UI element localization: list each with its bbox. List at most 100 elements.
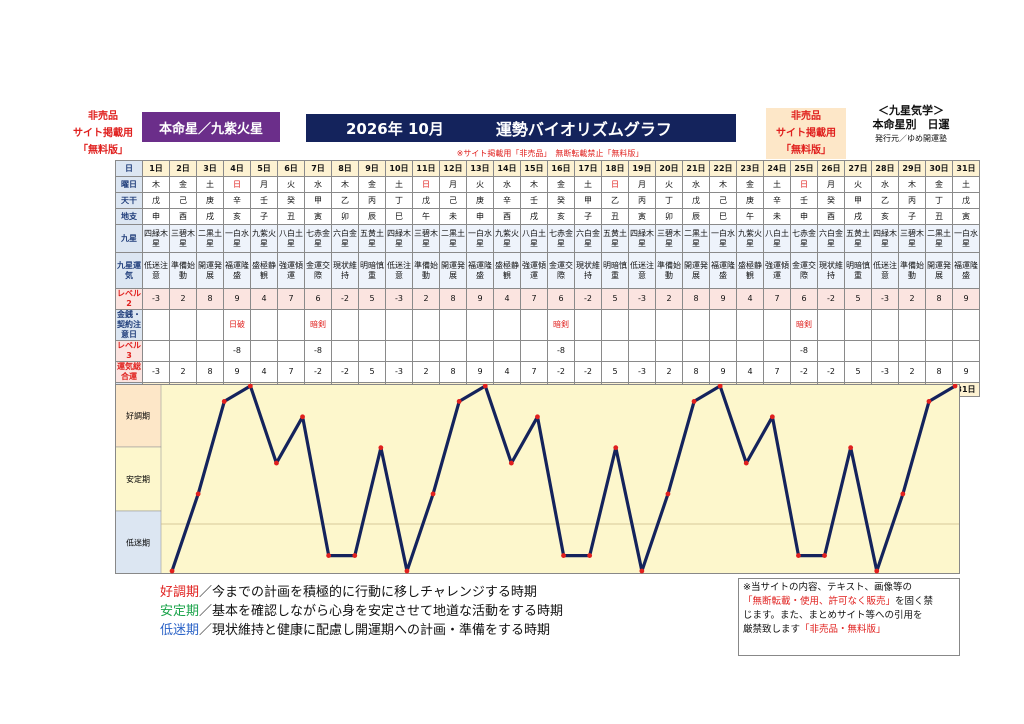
cell-level3-24 [763,340,791,362]
cell-money-17 [574,309,602,341]
cell-chishi-12: 未 [439,208,467,225]
cell-level3-13 [466,340,494,362]
cell-chishi-21: 辰 [682,208,710,225]
cell-money-6 [277,309,305,341]
data-point [639,568,645,574]
cell-days-22: 22日 [709,160,737,177]
cell-sogo-26: -2 [817,361,845,383]
cell-chishi-2: 酉 [169,208,197,225]
cell-chishi-4: 亥 [223,208,251,225]
zone-label: 安定期 [126,474,150,484]
cell-kyusei-4: 一白水星 [223,224,251,253]
cell-level3-21 [682,340,710,362]
cell-chishi-14: 酉 [493,208,521,225]
cell-level2-8: -2 [331,288,359,310]
legend-good-text: ／今までの計画を積極的に行動に移しチャレンジする時期 [199,585,537,600]
cell-level2-25: 6 [790,288,818,310]
cell-unki-16: 金運交際 [547,252,575,289]
cell-sogo-28: -3 [871,361,899,383]
cell-level2-21: 8 [682,288,710,310]
cell-days-17: 17日 [574,160,602,177]
data-point [691,399,697,404]
cell-money-5 [250,309,278,341]
cell-days-2: 2日 [169,160,197,177]
row-sogo: 運気総合運 -3 2 8 9 4 7 -2 -2 5 -3 2 8 9 4 7 -2 -2 5 -3 2 8 9 4 7 -2 -2… [115,361,980,383]
not-for-sale-badge-right: 非売品 サイト掲載用 「無料版」 [766,108,846,159]
data-point [247,384,253,389]
cell-level3-3 [196,340,224,362]
cell-level3-4: -8 [223,340,251,362]
kyusei-header: ＜九星気学＞ 本命星別 日運 発行元／ゆめ開運塾 [852,104,970,146]
cell-days-6: 6日 [277,160,305,177]
cell-level2-24: 7 [763,288,791,310]
data-point [926,399,932,404]
cell-unki-19: 低迷注意 [628,252,656,289]
cell-tenkan-26: 癸 [817,192,845,209]
cell-level3-27 [844,340,872,362]
badge-line: 「無料版」 [781,145,831,156]
cell-sogo-13: 9 [466,361,494,383]
cell-chishi-7: 寅 [304,208,332,225]
not-for-sale-badge-left: 非売品 サイト掲載用 「無料版」 [70,108,136,159]
cell-chishi-19: 寅 [628,208,656,225]
cell-level3-7: -8 [304,340,332,362]
cell-tenkan-17: 甲 [574,192,602,209]
data-point [874,568,880,574]
kyusei-sub: 本命星別 日運 [872,118,950,131]
cell-days-28: 28日 [871,160,899,177]
cell-money-15 [520,309,548,341]
cell-days-9: 9日 [358,160,386,177]
data-point [952,384,958,389]
data-point [535,414,540,420]
row-label: 地支 [115,208,143,225]
cell-chishi-5: 子 [250,208,278,225]
cell-kyusei-15: 八白土星 [520,224,548,253]
cell-unki-17: 現状維持 [574,252,602,289]
cell-sogo-27: 5 [844,361,872,383]
cell-days-29: 29日 [898,160,926,177]
cell-level2-29: 2 [898,288,926,310]
cell-unki-15: 強運傾運 [520,252,548,289]
cell-money-22 [709,309,737,341]
cell-weekday-21: 水 [682,176,710,193]
cell-money-3 [196,309,224,341]
cell-weekday-28: 水 [871,176,899,193]
cell-level2-23: 4 [736,288,764,310]
data-point [482,384,488,389]
cell-money-12 [439,309,467,341]
cell-chishi-13: 申 [466,208,494,225]
cell-level3-16: -8 [547,340,575,362]
legend-good: 好調期／今までの計画を積極的に行動に移しチャレンジする時期 [160,583,563,602]
cell-kyusei-26: 六白金星 [817,224,845,253]
data-point [587,553,593,558]
cell-unki-7: 金運交際 [304,252,332,289]
cell-kyusei-10: 四緑木星 [385,224,413,253]
cell-kyusei-6: 八白土星 [277,224,305,253]
copy-line: じます。また、まとめサイト等への引用を [743,610,923,621]
data-point [430,491,436,497]
cell-kyusei-25: 七赤金星 [790,224,818,253]
data-point [352,553,358,558]
cell-tenkan-27: 甲 [844,192,872,209]
cell-kyusei-1: 四緑木星 [142,224,170,253]
data-point [561,553,566,558]
cell-days-23: 23日 [736,160,764,177]
cell-kyusei-9: 五黄土星 [358,224,386,253]
cell-chishi-25: 申 [790,208,818,225]
cell-sogo-19: -3 [628,361,656,383]
cell-sogo-4: 9 [223,361,251,383]
cell-level2-27: 5 [844,288,872,310]
cell-money-16: 暗剣 [547,309,575,341]
cell-level3-2 [169,340,197,362]
cell-days-20: 20日 [655,160,683,177]
cell-kyusei-23: 九紫火星 [736,224,764,253]
badge-line: 非売品 [791,111,821,122]
cell-kyusei-18: 五黄土星 [601,224,629,253]
badge-line: 非売品 [88,111,118,122]
cell-level2-28: -3 [871,288,899,310]
row-label: 金銭・契約注意日 [115,309,143,341]
cell-chishi-24: 未 [763,208,791,225]
cell-tenkan-19: 丙 [628,192,656,209]
cell-level3-5 [250,340,278,362]
data-point [743,460,749,466]
